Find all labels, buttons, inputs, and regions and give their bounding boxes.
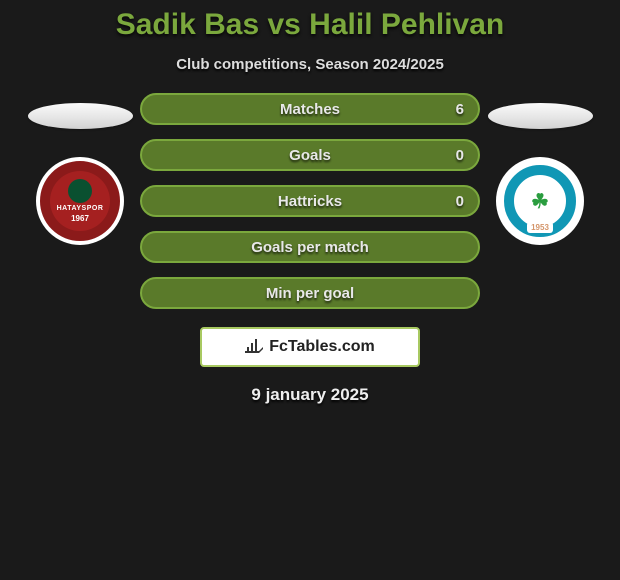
stat-label: Goals	[289, 147, 331, 164]
badge-center-right: ☘	[519, 180, 561, 222]
source-logo[interactable]: FcTables.com	[200, 327, 420, 367]
stat-label: Matches	[280, 101, 340, 118]
player-photo-left	[28, 103, 133, 129]
stat-row-hattricks: Hattricks 0	[140, 185, 480, 217]
badge-inner-left: HATAYSPOR 1967	[50, 171, 110, 231]
subtitle: Club competitions, Season 2024/2025	[0, 56, 620, 73]
stats-list: Matches 6 Goals 0 Hattricks 0 Goals per …	[140, 93, 480, 309]
stat-label: Min per goal	[266, 285, 354, 302]
stat-row-matches: Matches 6	[140, 93, 480, 125]
player-photo-right	[488, 103, 593, 129]
right-column: ☘ 1953	[480, 93, 600, 245]
club-badge-right: ☘ 1953	[496, 157, 584, 245]
date-label: 9 january 2025	[0, 385, 620, 405]
stat-value-right: 6	[456, 101, 464, 118]
leaf-icon: ☘	[531, 189, 549, 214]
stat-value-right: 0	[456, 147, 464, 164]
stat-row-gpm: Goals per match	[140, 231, 480, 263]
club-year-right: 1953	[527, 222, 553, 233]
club-name-left: HATAYSPOR	[57, 205, 104, 212]
logo-text: FcTables.com	[269, 338, 375, 356]
left-column: HATAYSPOR 1967	[20, 93, 140, 245]
stat-value-right: 0	[456, 193, 464, 210]
comparison-card: Sadik Bas vs Halil Pehlivan Club competi…	[0, 0, 620, 405]
club-badge-left: HATAYSPOR 1967	[36, 157, 124, 245]
page-title: Sadik Bas vs Halil Pehlivan	[0, 8, 620, 56]
chart-icon	[245, 337, 263, 358]
club-year-left: 1967	[71, 214, 89, 223]
stat-row-mpg: Min per goal	[140, 277, 480, 309]
stat-row-goals: Goals 0	[140, 139, 480, 171]
stat-label: Goals per match	[251, 239, 369, 256]
stat-label: Hattricks	[278, 193, 342, 210]
content-row: HATAYSPOR 1967 Matches 6 Goals 0 Hattric…	[0, 93, 620, 309]
